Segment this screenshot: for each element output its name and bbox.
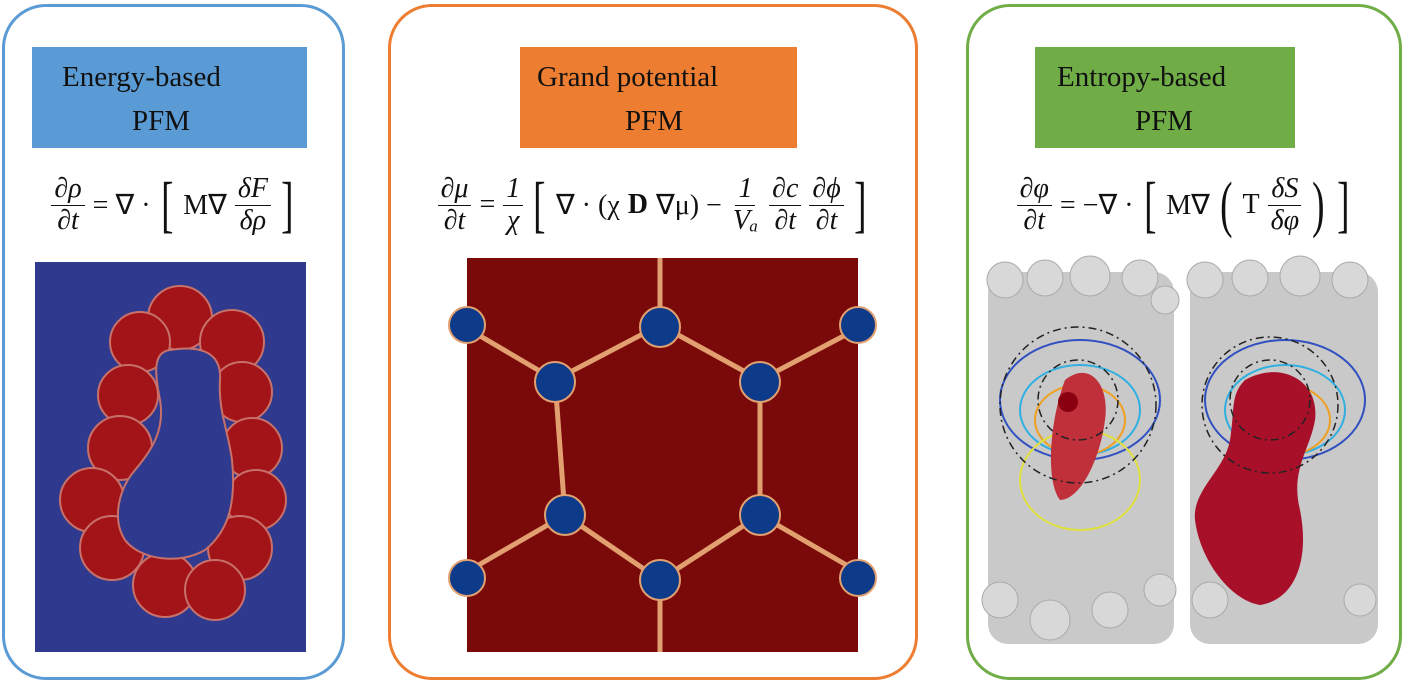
denominator: ∂t — [774, 204, 797, 236]
fraction: ∂μ ∂t — [437, 173, 472, 237]
panel-entropy — [966, 4, 1402, 680]
fraction: ∂ρ ∂t — [51, 173, 85, 237]
term: = −∇ · — [1059, 190, 1134, 221]
numerator: ∂c — [769, 173, 802, 206]
bracket: ] — [853, 170, 867, 239]
equation: ∂μ ∂t = 1 χ[∇ · (χ D ∇μ) −1 Vₐ ∂c ∂t ∂ϕ ∂t] — [392, 165, 914, 245]
bracket: [ — [1143, 170, 1157, 239]
bracket: ( — [1219, 170, 1233, 239]
numerator: 1 — [503, 173, 524, 206]
term: D — [627, 189, 648, 220]
grand-potential-image — [448, 258, 877, 652]
term: = ∇ · — [92, 190, 151, 221]
numerator: δF — [234, 173, 271, 206]
numerator: 1 — [735, 173, 756, 206]
bracket: ] — [281, 170, 294, 239]
title-line: Entropy-based — [1057, 61, 1227, 93]
fraction: δF δρ — [234, 173, 271, 237]
fraction: δS δφ — [1268, 173, 1303, 237]
equation: ∂ρ ∂t = ∇ ·[M∇ δF δρ] — [10, 165, 337, 245]
denominator: ∂t — [815, 204, 838, 236]
term: ∇μ) − — [655, 190, 722, 221]
numerator: ∂μ — [437, 173, 472, 206]
bracket: ] — [1336, 170, 1350, 239]
title-line: Grand potential — [537, 61, 719, 93]
title-line: PFM — [1135, 105, 1194, 137]
entropy-image — [981, 255, 1378, 644]
denominator: δρ — [239, 204, 267, 236]
title-line: Energy-based — [62, 61, 221, 93]
denominator: Vₐ — [732, 204, 759, 236]
denominator: ∂t — [57, 204, 79, 236]
numerator: ∂φ — [1016, 173, 1052, 206]
numerator: ∂ρ — [51, 173, 85, 206]
denominator: ∂t — [443, 204, 466, 236]
bracket: ) — [1312, 170, 1325, 239]
energy-image — [35, 262, 306, 652]
denominator: δφ — [1270, 204, 1300, 236]
title-line: PFM — [625, 105, 684, 137]
bracket: [ — [533, 170, 546, 239]
title-box: Entropy-based PFM — [1035, 47, 1295, 148]
numerator: δS — [1268, 173, 1302, 206]
fraction: ∂ϕ ∂t — [809, 173, 844, 237]
term: ∇ · (χ — [555, 190, 620, 221]
panel-grand — [388, 4, 918, 680]
denominator: ∂t — [1023, 204, 1046, 236]
fraction: ∂φ ∂t — [1016, 173, 1052, 237]
numerator: ∂ϕ — [809, 173, 844, 206]
bracket: [ — [160, 170, 174, 239]
fraction: ∂c ∂t — [769, 173, 802, 237]
title-box: Energy-based PFM — [32, 47, 307, 148]
panel-energy — [2, 4, 345, 680]
term: T — [1242, 189, 1260, 220]
term: = — [479, 189, 496, 220]
term: M∇ — [183, 190, 227, 221]
term: M∇ — [1166, 190, 1210, 221]
title-line: PFM — [132, 105, 191, 137]
title-box: Grand potential PFM — [520, 47, 797, 148]
denominator: χ — [507, 204, 520, 236]
fraction: 1 Vₐ — [730, 173, 761, 237]
